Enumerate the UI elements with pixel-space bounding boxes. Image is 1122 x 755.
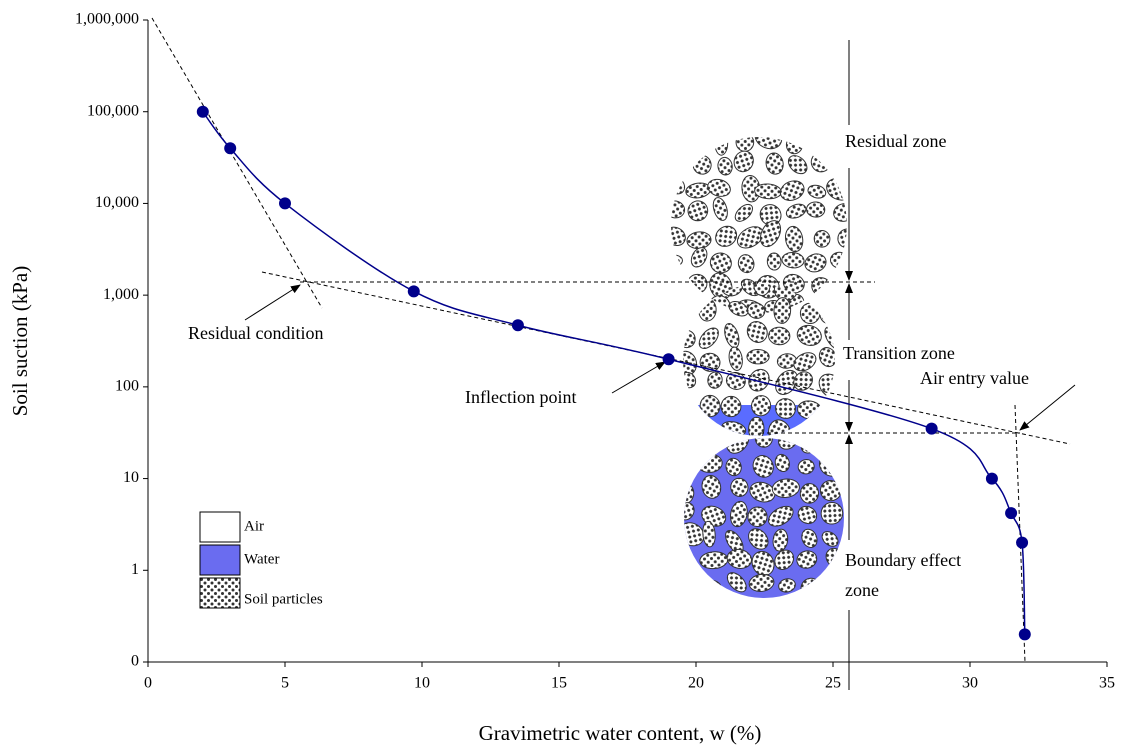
annotation: Residual condition: [188, 323, 323, 343]
particle: [796, 423, 819, 443]
legend-swatch: [200, 512, 240, 542]
data-point: [408, 285, 420, 297]
particle: [715, 131, 728, 155]
data-point: [224, 142, 236, 154]
particle: [813, 423, 846, 455]
particle: [768, 327, 790, 346]
y-tick-label: 0: [131, 653, 139, 670]
x-tick-label: 5: [281, 675, 289, 692]
particle: [660, 150, 687, 177]
data-point: [1005, 507, 1017, 519]
y-tick-label: 1,000: [103, 286, 139, 303]
data-point: [1019, 628, 1031, 640]
particle: [832, 275, 857, 303]
x-tick-label: 15: [551, 675, 567, 692]
legend-swatch: [200, 578, 240, 608]
particle: [748, 417, 764, 441]
particle: [662, 254, 683, 269]
legend-label: Water: [244, 551, 279, 567]
particle: [823, 402, 843, 422]
annotation: zone: [845, 580, 879, 600]
x-tick-label: 0: [144, 675, 152, 692]
particle: [832, 152, 861, 184]
particle: [687, 122, 712, 152]
particle: [808, 128, 833, 150]
particle: [687, 274, 707, 293]
particle: [664, 298, 687, 321]
particle: [747, 349, 769, 364]
particle: [701, 420, 716, 439]
annotation: Air entry value: [920, 368, 1029, 388]
data-point: [197, 106, 209, 118]
particle: [721, 396, 742, 417]
annotation: Residual zone: [845, 131, 946, 151]
annotation: Inflection point: [465, 387, 576, 407]
y-tick-label: 1: [131, 561, 139, 578]
x-tick-label: 10: [414, 675, 430, 692]
particle: [827, 293, 855, 321]
y-tick-label: 100,000: [87, 102, 139, 119]
legend-label: Soil particles: [244, 591, 323, 607]
data-point: [986, 473, 998, 485]
particle: [678, 297, 699, 320]
x-tick-label: 30: [962, 675, 978, 692]
data-point: [1016, 537, 1028, 549]
data-point: [512, 319, 524, 331]
data-point: [663, 353, 675, 365]
particle: [664, 273, 679, 301]
x-tick-label: 25: [825, 675, 841, 692]
chart: Air Water Soil particles Gravimetric wat…: [0, 0, 1122, 750]
particle: [674, 417, 699, 442]
y-axis-label: Soil suction (kPa): [8, 266, 32, 417]
data-point: [279, 197, 291, 209]
y-tick-label: 10: [123, 469, 139, 486]
x-tick-label: 35: [1099, 675, 1115, 692]
y-tick-label: 1,000,000: [75, 11, 139, 28]
arrow: [612, 362, 665, 393]
x-axis-label: Gravimetric water content, w (%): [479, 721, 762, 745]
illustration-legend: Air Water Soil particles: [200, 512, 323, 608]
data-point: [926, 423, 938, 435]
annotation: Boundary effect: [845, 550, 961, 570]
arrow: [1020, 385, 1075, 430]
y-tick-label: 100: [115, 378, 139, 395]
guide-line: [152, 18, 322, 308]
annotation: Transition zone: [843, 343, 955, 363]
y-tick-label: 10,000: [95, 194, 139, 211]
particle: [736, 133, 754, 151]
particle: [671, 396, 698, 423]
x-tick-label: 20: [688, 675, 704, 692]
particle: [696, 453, 722, 472]
legend-label: Air: [244, 518, 264, 534]
soil-illustration: [660, 122, 861, 601]
legend-swatch: [200, 545, 240, 575]
particle: [767, 253, 782, 271]
particle: [679, 555, 694, 577]
arrow: [245, 285, 300, 320]
particle: [666, 132, 683, 152]
particle: [674, 426, 705, 454]
particle: [670, 572, 699, 600]
particle: [819, 421, 838, 442]
